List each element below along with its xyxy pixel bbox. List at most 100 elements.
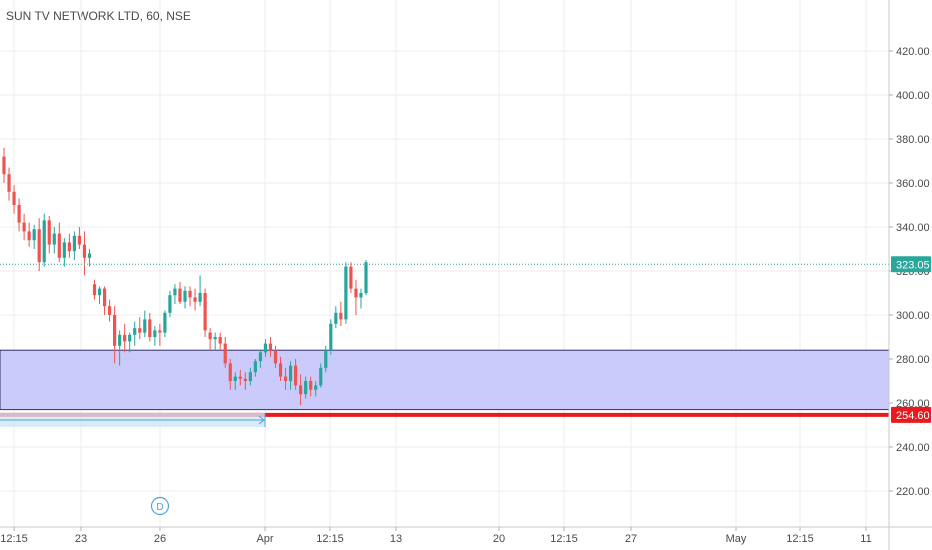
candle[interactable] xyxy=(278,356,283,381)
candle[interactable] xyxy=(304,376,308,399)
x-tick-label: 26 xyxy=(154,533,166,545)
candle[interactable] xyxy=(198,275,202,307)
candle[interactable] xyxy=(349,262,353,293)
candle-body xyxy=(168,295,172,313)
candle[interactable] xyxy=(329,319,333,355)
candle-body xyxy=(319,367,323,386)
candle-body xyxy=(62,242,66,258)
candle[interactable] xyxy=(148,312,152,342)
x-tick-label: 20 xyxy=(493,533,505,545)
candle[interactable] xyxy=(97,286,102,304)
y-tick-label: 420.00 xyxy=(896,46,930,58)
candle[interactable] xyxy=(123,323,127,353)
date-range-marker[interactable] xyxy=(0,413,266,427)
candle[interactable] xyxy=(359,288,363,309)
candle[interactable] xyxy=(22,213,26,241)
candle[interactable] xyxy=(334,306,338,329)
candle[interactable] xyxy=(299,374,303,406)
y-tick-label: 380.00 xyxy=(896,134,930,146)
candle[interactable] xyxy=(17,198,21,232)
candle[interactable] xyxy=(253,359,257,377)
candle[interactable] xyxy=(158,323,162,346)
candle[interactable] xyxy=(87,249,92,267)
demand-zone-rectangle[interactable] xyxy=(0,349,890,411)
candle[interactable] xyxy=(118,330,122,366)
candle[interactable] xyxy=(7,167,11,201)
candle[interactable] xyxy=(138,317,142,340)
candle-body xyxy=(138,328,142,333)
candle[interactable] xyxy=(2,147,6,183)
candle-body xyxy=(349,266,353,289)
candle[interactable] xyxy=(67,233,71,258)
candle[interactable] xyxy=(37,218,41,271)
candle[interactable] xyxy=(238,370,242,386)
candle[interactable] xyxy=(193,288,197,311)
candle[interactable] xyxy=(213,332,217,351)
candle[interactable] xyxy=(178,282,182,304)
candle[interactable] xyxy=(32,224,36,249)
candle[interactable] xyxy=(248,367,252,386)
candle[interactable] xyxy=(27,222,31,247)
candle[interactable] xyxy=(153,326,157,346)
candle[interactable] xyxy=(133,321,137,346)
candle[interactable] xyxy=(47,216,51,254)
candle[interactable] xyxy=(173,284,177,304)
candle[interactable] xyxy=(268,337,273,357)
candle-body xyxy=(208,332,212,340)
candle[interactable] xyxy=(102,286,107,315)
candle-body xyxy=(233,376,237,381)
candle[interactable] xyxy=(12,185,16,214)
y-tick-label: 240.00 xyxy=(896,442,930,454)
candle[interactable] xyxy=(72,231,76,260)
candle[interactable] xyxy=(319,363,323,388)
candle[interactable] xyxy=(128,332,132,353)
candle[interactable] xyxy=(223,337,227,368)
candle-body xyxy=(113,315,117,346)
candle[interactable] xyxy=(82,231,87,276)
candle-body xyxy=(248,372,252,381)
candle[interactable] xyxy=(168,290,172,318)
candle[interactable] xyxy=(218,332,222,351)
candle[interactable] xyxy=(309,376,313,397)
dividend-marker[interactable]: D xyxy=(150,496,170,516)
candle[interactable] xyxy=(92,279,97,300)
candle[interactable] xyxy=(364,260,368,296)
candle[interactable] xyxy=(283,367,288,390)
candle[interactable] xyxy=(339,301,343,326)
time-axis[interactable]: 12:15 23 26 Apr 12:15 13 20 12:15 27 May 12:15 11 xyxy=(0,527,872,545)
candle[interactable] xyxy=(233,372,237,390)
candle-body xyxy=(42,220,46,263)
candle-body xyxy=(193,297,197,302)
candle[interactable] xyxy=(288,361,293,390)
candle-body xyxy=(253,361,257,373)
candle-body xyxy=(148,319,152,337)
candle[interactable] xyxy=(62,238,66,267)
candle[interactable] xyxy=(263,339,268,357)
candle[interactable] xyxy=(314,381,318,397)
candle[interactable] xyxy=(243,372,247,390)
candle[interactable] xyxy=(57,222,61,263)
candle[interactable] xyxy=(208,328,212,351)
candle[interactable] xyxy=(107,299,112,322)
candle[interactable] xyxy=(113,306,117,364)
candle[interactable] xyxy=(354,279,358,315)
candle[interactable] xyxy=(188,286,192,307)
candle[interactable] xyxy=(42,213,46,267)
candle[interactable] xyxy=(143,310,147,337)
candle[interactable] xyxy=(294,359,298,390)
price-tags: 323.05 254.60 xyxy=(891,256,931,423)
candle[interactable] xyxy=(163,310,167,337)
candle[interactable] xyxy=(52,227,56,254)
candle-body xyxy=(243,378,247,381)
y-tick-label: 340.00 xyxy=(896,222,930,234)
candle[interactable] xyxy=(228,359,232,390)
candle[interactable] xyxy=(344,262,348,324)
candle[interactable] xyxy=(183,286,187,309)
candle[interactable] xyxy=(324,345,328,373)
candle-body xyxy=(82,244,87,258)
candle[interactable] xyxy=(273,345,278,368)
candle[interactable] xyxy=(203,288,207,337)
candle[interactable] xyxy=(77,227,82,249)
candle[interactable] xyxy=(258,350,263,368)
